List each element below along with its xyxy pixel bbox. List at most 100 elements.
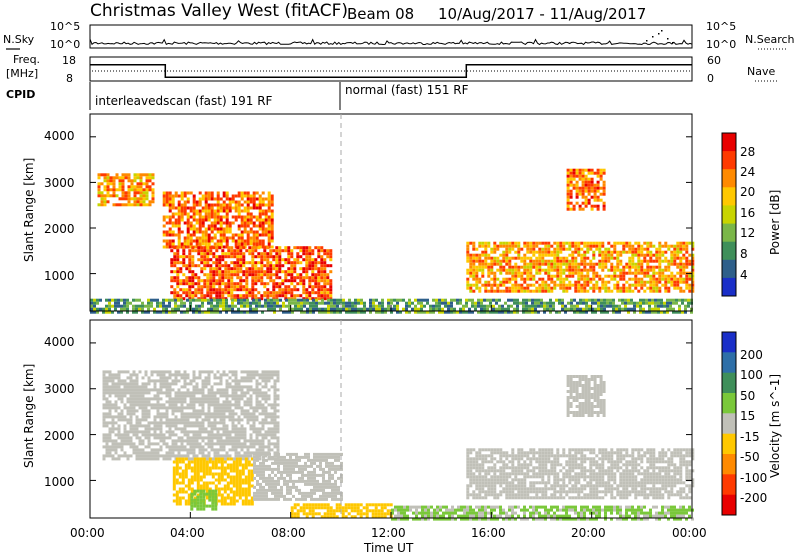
power-cell-1031 bbox=[248, 273, 252, 277]
power-cell-606 bbox=[258, 224, 262, 228]
power-cell-2528 bbox=[550, 277, 554, 281]
power-cell-2913 bbox=[643, 259, 647, 263]
power-cell-2976 bbox=[658, 256, 662, 260]
velocity-cell-662 bbox=[192, 388, 196, 392]
power-cell-2718 bbox=[595, 241, 599, 245]
velocity-cell-1085 bbox=[246, 451, 250, 455]
velocity-cell-561 bbox=[177, 427, 181, 431]
power-cell-2897 bbox=[640, 247, 644, 251]
power-cell-1331 bbox=[317, 267, 321, 271]
power-cell-1096 bbox=[263, 264, 267, 268]
power-cell-1839 bbox=[435, 307, 438, 311]
power-cell-524 bbox=[243, 191, 247, 195]
power-cell-2928 bbox=[646, 268, 650, 272]
velocity-cell-1354 bbox=[184, 469, 188, 473]
power-cell-2585 bbox=[562, 286, 566, 290]
velocity-cell-1071 bbox=[246, 385, 250, 389]
power-cell-2531 bbox=[550, 289, 554, 293]
velocity-cell-1216 bbox=[264, 436, 268, 440]
power-cell-1544 bbox=[207, 310, 210, 314]
velocity-cell-510 bbox=[171, 403, 175, 407]
power-cell-2038 bbox=[594, 301, 597, 305]
power-cell-75 bbox=[127, 176, 131, 180]
velocity-cell-277 bbox=[138, 424, 142, 428]
power-cell-1961 bbox=[531, 304, 534, 308]
power-cell-2403 bbox=[523, 256, 527, 260]
velocity-cell-135 bbox=[120, 370, 124, 374]
power-cell-2779 bbox=[610, 262, 614, 266]
power-cell-158 bbox=[162, 215, 166, 219]
power-cell-810 bbox=[203, 258, 207, 262]
power-cell-2619 bbox=[571, 265, 575, 269]
velocity-cell-721 bbox=[198, 436, 202, 440]
velocity-cell-315 bbox=[144, 397, 148, 401]
velocity-cell-938 bbox=[228, 400, 232, 404]
power-cell-688 bbox=[173, 276, 177, 280]
power-cell-2688 bbox=[586, 271, 590, 275]
velocity-cell-1628 bbox=[196, 489, 200, 493]
power-cell-1345 bbox=[320, 258, 324, 262]
velocity-cell-291 bbox=[141, 394, 145, 398]
power-cell-1898 bbox=[483, 298, 486, 302]
power-cell-1675 bbox=[309, 304, 312, 308]
power-cell-2790 bbox=[613, 265, 617, 269]
velocity-cell-688 bbox=[195, 391, 199, 395]
velocity-cell-48 bbox=[108, 376, 112, 380]
power-cell-1897 bbox=[480, 310, 483, 314]
velocity-cell-144 bbox=[120, 412, 124, 416]
velocity-cell-730 bbox=[201, 385, 205, 389]
power-cell-638 bbox=[267, 191, 271, 195]
power-cell-1833 bbox=[432, 304, 435, 308]
power-cell-2571 bbox=[559, 280, 563, 284]
velocity-cell-782 bbox=[207, 409, 211, 413]
velocity-cell-1132 bbox=[255, 382, 259, 386]
velocity-cell-230 bbox=[132, 406, 136, 410]
velocity-cell-1454 bbox=[211, 475, 215, 479]
power-cell-667 bbox=[270, 230, 274, 234]
power-cell-22 bbox=[103, 200, 107, 204]
power-cell-3067 bbox=[679, 277, 683, 281]
velocity-cell-680 bbox=[192, 448, 196, 452]
power-cell-2727 bbox=[598, 241, 602, 245]
power-cell-2797 bbox=[616, 241, 620, 245]
velocity-cell-851 bbox=[216, 412, 220, 416]
power-cell-1159 bbox=[278, 246, 282, 250]
velocity-cell-285 bbox=[138, 457, 142, 461]
power-cell-1329 bbox=[317, 255, 321, 259]
velocity-cell-255 bbox=[135, 421, 139, 425]
power-cell-2660 bbox=[580, 271, 584, 275]
power-cell-1702 bbox=[330, 298, 333, 302]
power-cell-2822 bbox=[622, 244, 626, 248]
velocity-cell-771 bbox=[207, 373, 211, 377]
power-cell-287 bbox=[192, 200, 196, 204]
chart-title: Christmas Valley West (fitACF) bbox=[90, 1, 348, 21]
velocity-cell-198 bbox=[129, 385, 133, 389]
velocity-cell-415 bbox=[159, 370, 163, 374]
power-cell-646 bbox=[267, 218, 271, 222]
velocity-cell-919 bbox=[225, 403, 229, 407]
power-cell-539 bbox=[246, 194, 250, 198]
power-cell-2323 bbox=[505, 241, 509, 245]
velocity-cell-1349 bbox=[181, 490, 185, 494]
power-cell-506 bbox=[237, 239, 241, 243]
power-cell-2878 bbox=[634, 280, 638, 284]
power-cell-1782 bbox=[387, 304, 390, 308]
velocity-cell-1316 bbox=[172, 499, 176, 503]
velocity-cell-581 bbox=[180, 418, 184, 422]
velocity-cell-201 bbox=[129, 394, 133, 398]
power-cell-588 bbox=[255, 218, 259, 222]
power-cell-2602 bbox=[568, 253, 572, 257]
power-cell-2082 bbox=[627, 301, 630, 305]
power-cell-463 bbox=[225, 245, 229, 249]
velocity-cell-1180 bbox=[261, 391, 265, 395]
velocity-cell-1624 bbox=[193, 492, 197, 496]
velocity-cell-266 bbox=[138, 370, 142, 374]
power-cell-2249 bbox=[484, 280, 488, 284]
power-cell-644 bbox=[267, 209, 271, 213]
power-cell-1531 bbox=[198, 298, 201, 302]
power-cell-2380 bbox=[517, 250, 521, 254]
power-cell-2009 bbox=[573, 298, 576, 302]
power-cell-3253 bbox=[602, 207, 606, 211]
power-cell-283 bbox=[189, 242, 193, 246]
power-cell-2922 bbox=[646, 247, 650, 251]
